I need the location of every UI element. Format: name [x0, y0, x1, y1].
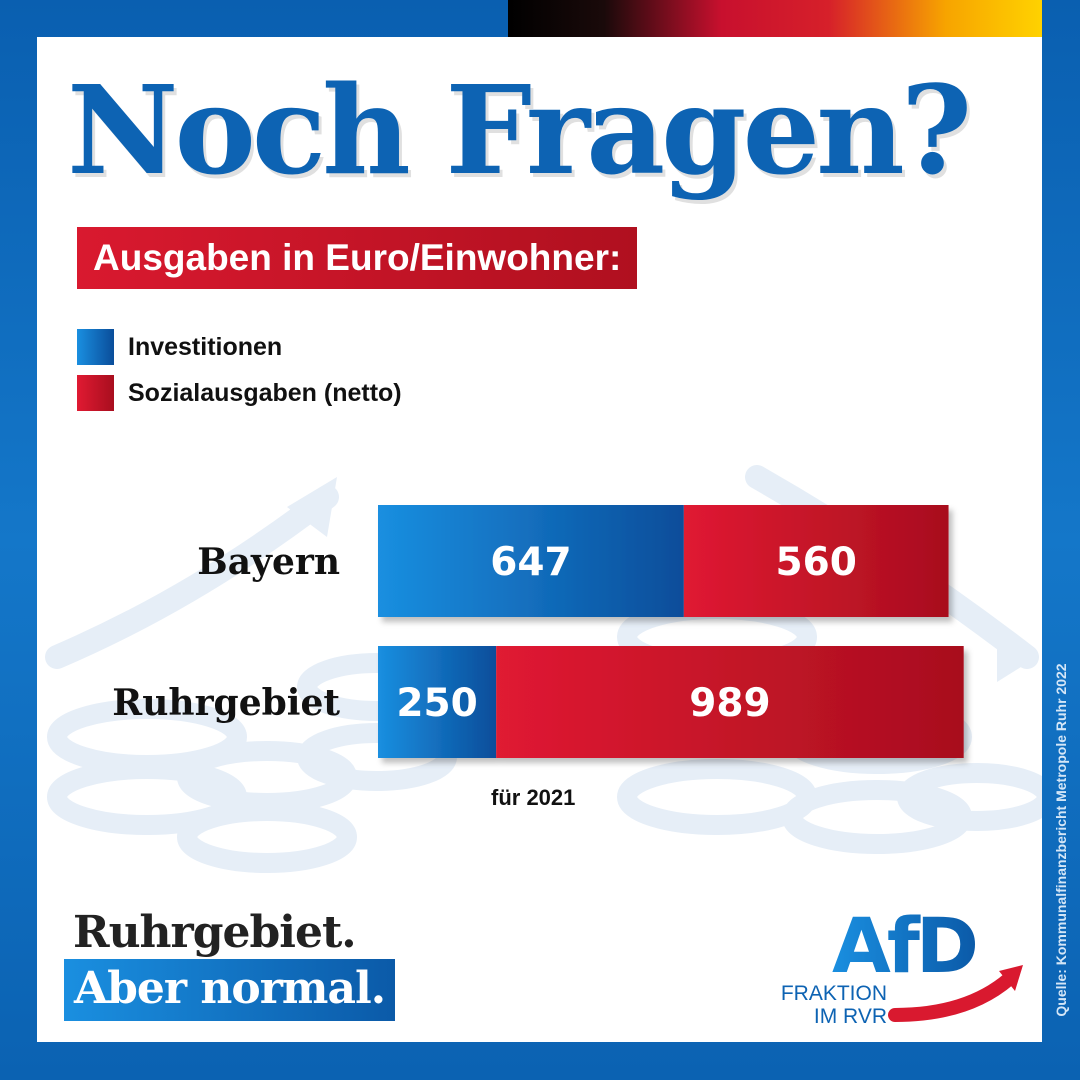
category-label-bayern: Bayern	[197, 541, 340, 583]
legend-label-investitionen: Investitionen	[128, 332, 283, 361]
slogan-line-1: Ruhrgebiet.	[73, 907, 357, 958]
legend-swatch-red	[77, 375, 114, 411]
logo-mark: AfD	[832, 901, 976, 990]
slogan-line-2: Aber normal.	[64, 959, 396, 1021]
legend-item-investitionen: Investitionen	[77, 329, 282, 365]
legend-label-sozialausgaben: Sozialausgaben (netto)	[128, 378, 402, 407]
bar-ruhrgebiet-investitionen	[378, 646, 497, 758]
rising-arrow-head	[287, 477, 337, 537]
page-title: Noch Fragen?	[67, 58, 972, 202]
bar-value-label: 989	[689, 681, 770, 726]
year-footnote: für 2021	[491, 785, 576, 810]
legend-item-sozialausgaben: Sozialausgaben (netto)	[77, 375, 402, 411]
flag-stripe	[508, 0, 1042, 37]
content-panel: Noch Fragen? Ausgaben in Euro/Einwohner:…	[37, 37, 1042, 1042]
chart-subtitle: Ausgaben in Euro/Einwohner:	[77, 227, 638, 289]
bar-ruhrgebiet-sozialausgaben	[496, 646, 964, 758]
legend-swatch-blue	[77, 329, 114, 365]
source-note: Quelle: Kommunalfinanzbericht Metropole …	[1053, 663, 1069, 1017]
afd-logo: AfD FRAKTION IM RVR	[781, 901, 1023, 1027]
bar-bayern-sozialausgaben	[683, 505, 949, 617]
bar-value-label: 560	[775, 540, 856, 585]
logo-line-1: FRAKTION	[781, 982, 887, 1005]
logo-swoosh-arrowhead	[999, 965, 1023, 991]
logo-line-2: IM RVR	[814, 1005, 887, 1027]
falling-arrow-head	[997, 637, 1037, 682]
rising-arrow-line	[45, 485, 339, 669]
bar-value-label: 647	[490, 540, 571, 585]
category-label-ruhrgebiet: Ruhrgebiet	[112, 682, 340, 724]
logo-swoosh	[888, 972, 1016, 1022]
bar-value-label: 250	[396, 681, 477, 726]
bar-bayern-investitionen	[378, 505, 684, 617]
stacked-bar-chart: Bayern 647 560 Ruhrgebiet 250 989	[112, 505, 964, 758]
